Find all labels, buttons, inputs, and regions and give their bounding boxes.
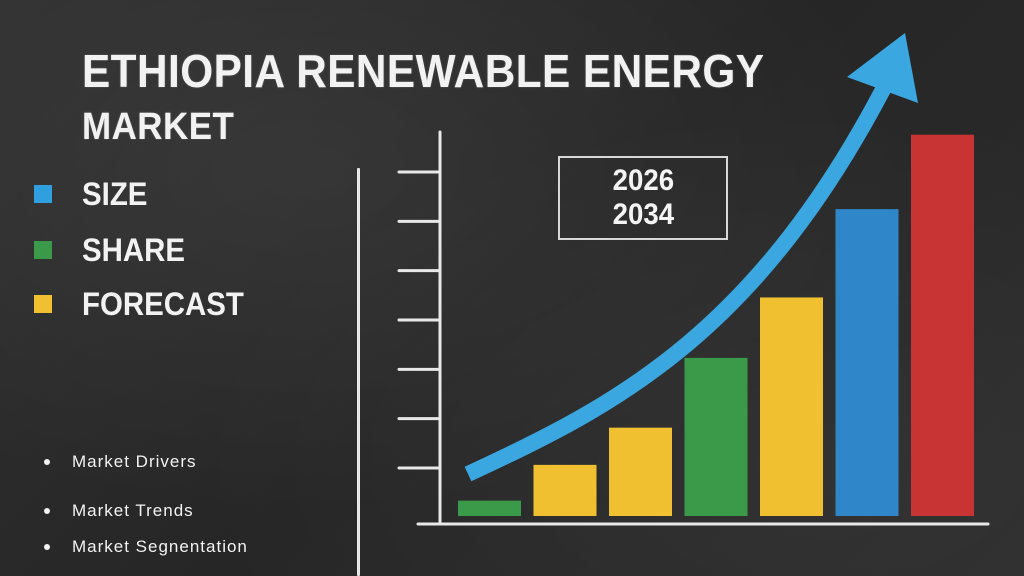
legend-label-size: SIZE xyxy=(82,175,148,212)
year-range-box: 2026 2034 xyxy=(558,156,728,240)
legend-item-share: SHARE xyxy=(34,230,194,270)
year-end: 2034 xyxy=(612,198,674,231)
legend-item-forecast: FORECAST xyxy=(34,284,258,324)
list-item-market-trends: Market Trends xyxy=(44,501,194,521)
chart-bar xyxy=(684,357,748,516)
page-subtitle: MARKET xyxy=(82,106,235,148)
trend-arrow-shaft xyxy=(464,72,898,482)
legend-swatch-green xyxy=(34,241,52,259)
chart-bar xyxy=(835,209,899,516)
legend-swatch-yellow xyxy=(34,295,52,313)
list-item-label: Market Drivers xyxy=(72,452,197,471)
list-item-market-segmentation: Market Segnentation xyxy=(44,537,248,557)
bullet-icon xyxy=(44,508,50,514)
trend-arrow-head-icon xyxy=(847,33,918,103)
legend-item-size: SIZE xyxy=(34,174,153,214)
bullet-icon xyxy=(44,544,50,550)
chart-bar xyxy=(458,500,521,516)
vertical-divider xyxy=(357,168,360,576)
page-title: ETHIOPIA RENEWABLE ENERGY xyxy=(82,45,765,97)
legend-label-share: SHARE xyxy=(82,231,186,268)
legend-swatch-blue xyxy=(34,185,52,203)
year-start: 2026 xyxy=(612,164,674,197)
chart-bar xyxy=(911,134,974,516)
list-item-market-drivers: Market Drivers xyxy=(44,452,197,472)
list-item-label: Market Segnentation xyxy=(72,537,248,556)
list-item-label: Market Trends xyxy=(72,501,194,520)
chart-bar xyxy=(609,427,672,516)
chart-bar xyxy=(760,297,823,516)
chart-bar xyxy=(533,464,597,516)
legend-label-forecast: FORECAST xyxy=(82,285,244,322)
bullet-icon xyxy=(44,459,50,465)
